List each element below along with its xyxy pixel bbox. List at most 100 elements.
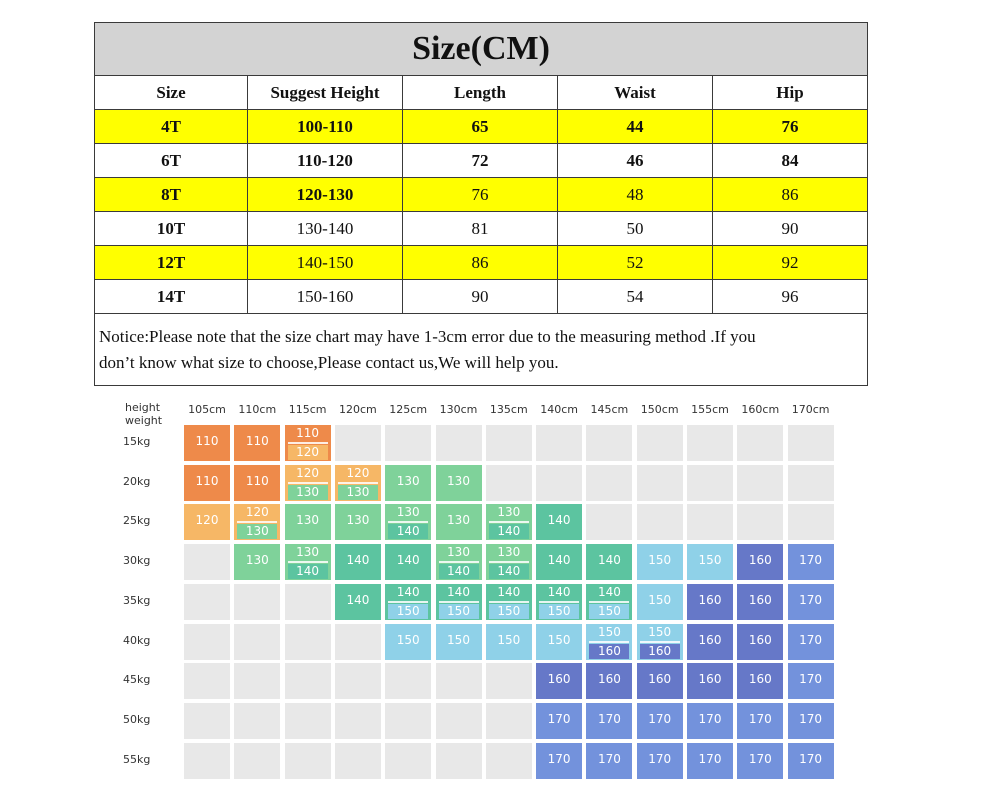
grid-cell [636,425,683,461]
grid-cell-size-upper: 140 [539,584,580,600]
grid-cell [234,742,281,779]
grid-cell-size: 150 [547,632,571,647]
grid-cell: 170 [586,742,633,779]
grid-cell: 170 [787,583,834,620]
grid-cell: 170 [787,623,834,660]
grid-cell-size: 150 [497,632,521,647]
grid-cell-size: 170 [648,711,672,726]
grid-cell-divider [388,600,429,603]
weight-row-label: 15kg [123,435,151,448]
notice-line-1: Notice:Please note that the size chart m… [99,326,756,346]
grid-cell: 130 [385,464,432,501]
grid-cell: 140 150 [385,583,432,620]
grid-cell: 170 [536,742,583,779]
grid-cell [687,464,733,501]
grid-cell-size-upper: 140 [488,584,529,600]
grid-cell: 150 [687,544,733,581]
grid-cell [284,742,331,779]
grid-cell-size: 140 [346,592,370,607]
grid-cell-size-upper: 130 [287,545,328,561]
size-chart-header-row: Size Suggest Height Length Waist Hip [94,75,868,110]
grid-cell: 110 [234,464,281,501]
grid-cell [687,425,733,461]
grid-cell: 110 [234,425,281,461]
grid-cell [334,425,381,461]
grid-cell: 160 [586,663,633,700]
weight-row-label: 50kg [123,712,151,726]
grid-cell-size-lower: 150 [438,603,479,619]
grid-cell: 170 [687,742,733,779]
notice-line-2: don’t know what size to choose,Please co… [99,352,559,372]
grid-cell-size: 150 [648,592,672,607]
grid-cell-divider [539,600,580,603]
grid-cell: 110 120 [284,425,331,461]
grid-cell [435,702,482,739]
grid-cell: 130 140 [284,544,331,581]
grid-cell [284,702,331,739]
height-column-label: 135cm [489,403,528,416]
grid-cell [284,623,331,660]
grid-cell: 130 [284,504,331,541]
grid-cell [234,663,281,700]
grid-cell-size-lower: 140 [488,524,529,540]
size-cell: 76 [712,109,868,144]
grid-cell-divider [388,521,429,524]
height-column-label: 125cm [389,403,428,416]
grid-cell: 160 [737,623,784,660]
grid-cell-size-lower: 140 [488,564,529,580]
grid-cell-size: 140 [346,553,370,568]
notice-text: Notice:Please note that the size chart m… [94,313,868,386]
grid-cell: 150 [435,623,482,660]
grid-cell: 140 150 [586,583,633,620]
grid-cell-divider [237,521,278,524]
grid-cell-size-lower: 150 [539,603,580,619]
grid-cell: 150 [636,544,683,581]
grid-cell-size: 170 [748,711,772,726]
weight-row-label: 45kg [123,673,151,687]
grid-cell-size: 170 [799,711,823,726]
grid-cell: 120 130 [234,504,281,541]
weight-row-label: 55kg [123,752,151,766]
weight-row-label: 25kg [123,514,151,528]
corner-label-height: height [125,401,161,414]
size-cell: 12T [94,245,248,280]
grid-cell-size-upper: 150 [589,624,630,640]
grid-cell-size: 160 [748,553,772,568]
grid-cell-size-upper: 120 [237,505,278,521]
grid-cell [787,464,834,501]
grid-cell: 140 [334,583,381,620]
height-column-label: 115cm [288,403,327,416]
grid-cell: 140 [536,504,583,541]
weight-row-label: 40kg [123,633,151,647]
grid-cell [636,504,683,541]
grid-cell-size: 170 [799,751,823,766]
grid-cell [184,742,230,779]
grid-cell-divider [337,481,378,484]
grid-cell: 140 150 [435,583,482,620]
height-column-label: 130cm [439,403,478,416]
grid-cell-size: 160 [748,672,772,687]
grid-cell-size: 110 [195,473,219,488]
size-cell: 86 [712,177,868,212]
size-cell: 90 [712,211,868,246]
grid-cell-size-upper: 150 [639,624,680,640]
grid-cell-size: 170 [698,751,722,766]
grid-cell-size: 160 [748,592,772,607]
grid-cell: 130 140 [385,504,432,541]
size-row-8t: 8T 120-130 76 48 86 [94,177,868,212]
grid-cell: 160 [687,623,733,660]
grid-cell [385,663,432,700]
grid-cell: 120 [184,504,230,541]
grid-cell: 130 [435,504,482,541]
grid-cell: 150 [385,623,432,660]
height-column-label: 170cm [791,403,830,416]
size-cell: 150-160 [247,279,403,314]
grid-cell: 150 [485,623,532,660]
height-column-label: 140cm [540,403,578,416]
grid-cell [334,742,381,779]
grid-cell: 170 [787,742,834,779]
grid-cell-size-upper: 110 [287,426,328,441]
grid-cell: 160 [737,663,784,700]
grid-cell-size: 170 [698,711,722,726]
grid-cell: 140 [385,544,432,581]
